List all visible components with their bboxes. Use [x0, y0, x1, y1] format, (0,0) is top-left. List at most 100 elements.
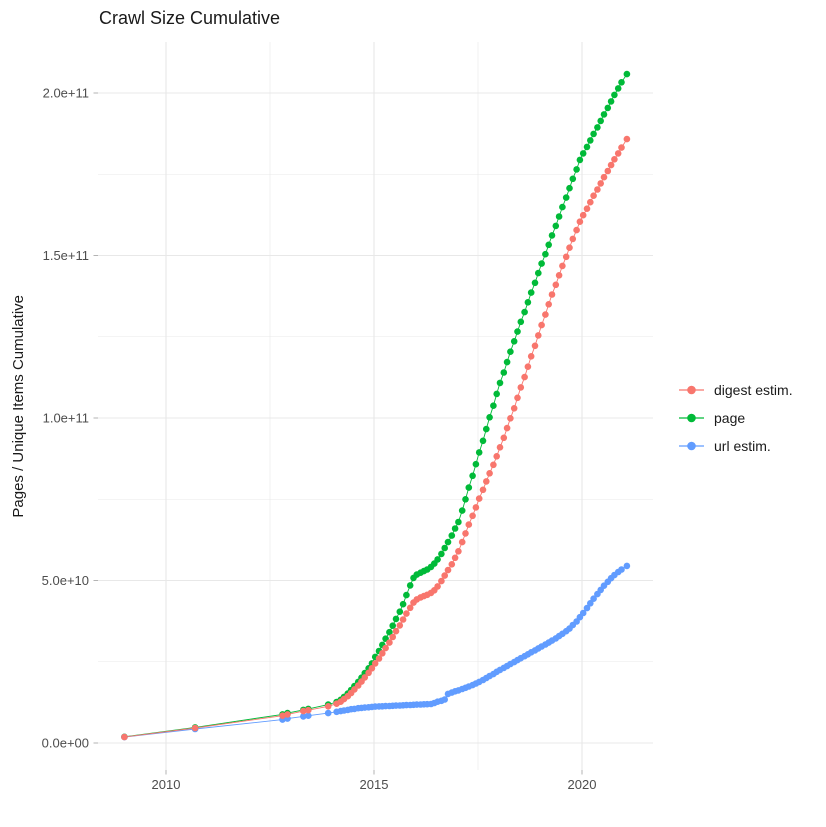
data-point [573, 226, 580, 234]
data-point [594, 186, 601, 193]
data-point [604, 167, 612, 175]
gridlines-major [98, 42, 653, 770]
data-point [451, 525, 459, 532]
data-point [524, 363, 532, 371]
legend-key-icon [679, 441, 704, 450]
data-point [379, 650, 386, 657]
data-point [587, 600, 594, 607]
data-point [559, 203, 566, 211]
data-point [386, 628, 393, 636]
data-point [569, 175, 577, 183]
data-point [191, 724, 199, 732]
data-point [618, 566, 625, 573]
data-point [583, 205, 591, 212]
data-point [392, 615, 400, 623]
legend: digest estim. page url estim. [678, 380, 793, 455]
data-point [535, 269, 542, 277]
data-point [545, 241, 552, 249]
data-point [521, 308, 528, 316]
data-point [600, 173, 608, 181]
data-point [389, 633, 397, 641]
data-point [462, 530, 469, 537]
data-point [472, 460, 480, 468]
data-point [382, 644, 389, 652]
data-point [590, 595, 597, 602]
data-point [538, 260, 545, 267]
data-point [611, 91, 618, 99]
data-point [510, 338, 518, 345]
data-point [583, 143, 591, 151]
data-point [399, 616, 407, 623]
data-point [386, 639, 393, 646]
data-point [507, 348, 514, 356]
data-point [566, 184, 573, 192]
data-point [279, 712, 286, 719]
x-tick-label: 2010 [152, 777, 181, 792]
data-point [305, 712, 312, 719]
data-point [361, 674, 369, 681]
data-point [503, 358, 511, 366]
data-point [406, 604, 414, 612]
data-point [600, 111, 608, 118]
data-point [576, 218, 584, 225]
data-point [607, 161, 615, 169]
data-point [611, 156, 618, 163]
data-point [486, 414, 493, 421]
data-point [583, 604, 591, 612]
data-point [527, 289, 535, 296]
data-point [517, 318, 525, 326]
data-point [300, 707, 307, 715]
series-points-page [121, 70, 631, 741]
data-point [579, 211, 587, 219]
data-point [618, 144, 625, 151]
series-points-digest-estim- [121, 135, 631, 741]
data-point [490, 461, 497, 469]
legend-item-digest-estim: digest estim. [678, 380, 793, 399]
data-point [458, 507, 466, 514]
data-point [503, 424, 511, 432]
data-point [521, 373, 528, 381]
data-point [614, 150, 622, 157]
data-point [510, 405, 518, 412]
chart-title: Crawl Size Cumulative [99, 8, 281, 28]
axis-labels: 2010 2015 2020 0.0e+00 5.0e+10 1.0e+11 1.5e+11… [42, 86, 597, 793]
y-tick-label: 1.0e+11 [43, 411, 89, 426]
data-point [569, 235, 577, 243]
data-point [448, 532, 456, 539]
data-point [579, 150, 587, 157]
data-point [438, 550, 445, 558]
data-point [579, 609, 587, 617]
legend-label: page [714, 409, 746, 426]
data-point [604, 104, 612, 112]
legend-label: url estim. [714, 437, 771, 454]
data-point [396, 608, 404, 615]
legend-item-page: page [678, 408, 793, 427]
data-point [614, 85, 622, 92]
data-point [475, 495, 483, 502]
data-point [552, 222, 560, 230]
data-point [469, 512, 476, 520]
data-point [392, 627, 400, 635]
data-point [475, 449, 483, 456]
data-point [496, 444, 504, 451]
legend-key-icon [679, 413, 704, 422]
data-point [486, 470, 493, 477]
data-point [284, 711, 291, 718]
data-point [403, 610, 410, 617]
data-point [300, 713, 307, 720]
data-point [451, 554, 459, 562]
data-point [389, 622, 397, 629]
data-point [548, 232, 556, 239]
data-point [500, 369, 508, 376]
data-point [587, 198, 594, 206]
x-tick-label: 2020 [568, 777, 597, 792]
data-point [545, 301, 552, 308]
data-point [555, 213, 563, 220]
data-point [527, 353, 535, 360]
data-point [590, 192, 597, 199]
data-point [434, 583, 441, 590]
data-point [623, 70, 631, 78]
data-point [548, 291, 556, 298]
